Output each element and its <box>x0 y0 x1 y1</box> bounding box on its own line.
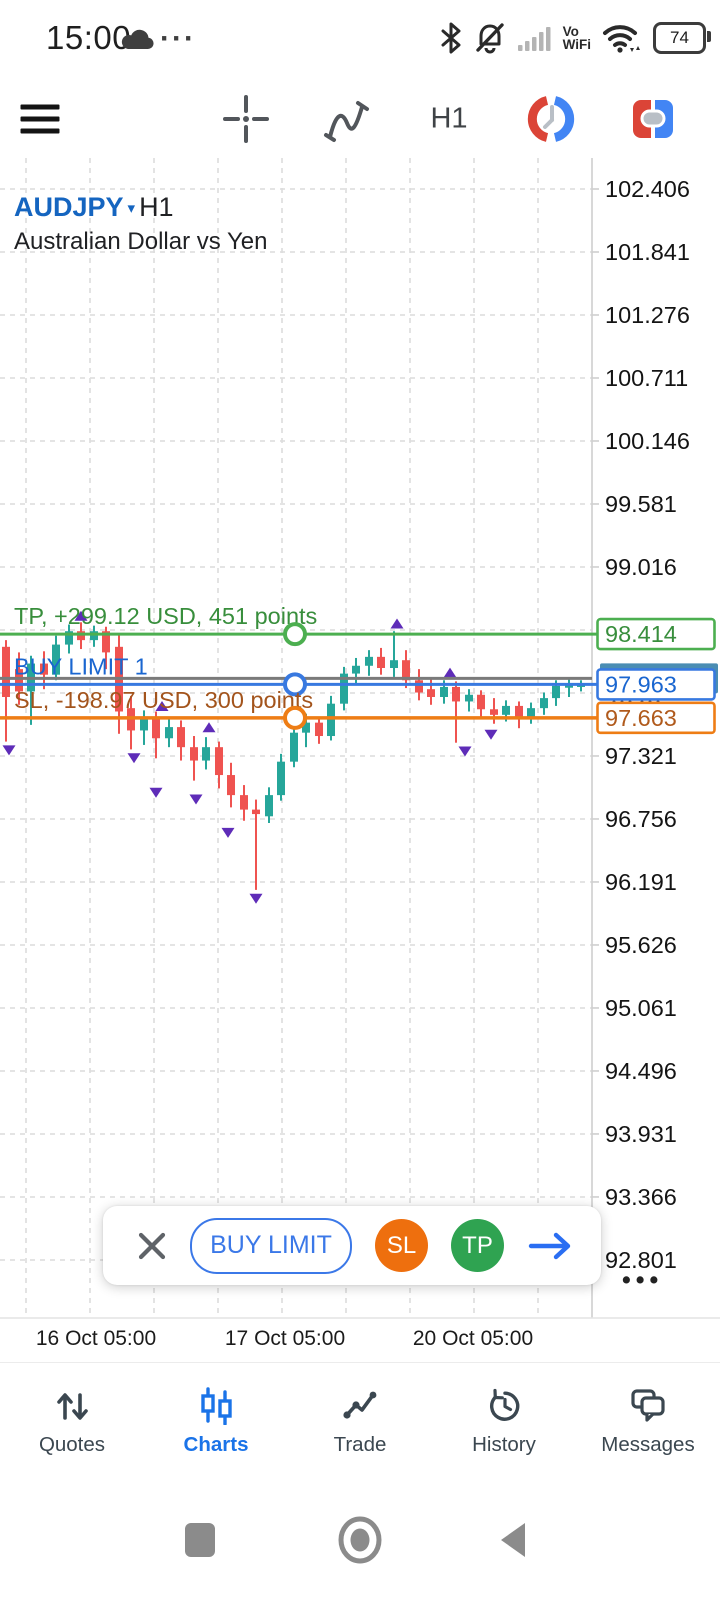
svg-text:96.756: 96.756 <box>605 806 677 832</box>
svg-text:97.663: 97.663 <box>605 705 677 731</box>
svg-text:BUY LIMIT 1: BUY LIMIT 1 <box>14 653 148 679</box>
svg-text:SL, -198.97 USD, 300 points: SL, -198.97 USD, 300 points <box>14 687 313 713</box>
svg-text:99.016: 99.016 <box>605 554 677 580</box>
price-axis-labels: 102.406 101.841 101.276 100.711 100.146 99.58… <box>592 176 690 1273</box>
nav-item-trade[interactable]: Trade <box>288 1363 432 1481</box>
recents-button[interactable] <box>184 1522 216 1558</box>
trade-lines: TP, +299.12 USD, 451 points BUY LIMIT 1 SL… <box>0 603 599 730</box>
indicators-button[interactable] <box>320 93 372 145</box>
android-navigation-bar <box>0 1480 720 1600</box>
svg-text:97.963: 97.963 <box>605 671 677 697</box>
crosshair-button[interactable] <box>221 94 271 144</box>
sl-handle <box>283 705 307 730</box>
cell-signal-icon <box>517 27 551 51</box>
symbol-name: AUDJPY <box>14 192 124 222</box>
clock-time: 15:00 <box>46 19 132 56</box>
objects-clock-button[interactable] <box>526 94 576 144</box>
nav-item-history[interactable]: History <box>432 1363 576 1481</box>
tp-button[interactable]: TP <box>451 1219 504 1272</box>
bluetooth-icon <box>441 22 461 54</box>
notification-overflow-dots: ··· <box>160 22 196 55</box>
svg-text:TP, +299.12 USD, 451 points: TP, +299.12 USD, 451 points <box>14 603 317 629</box>
chart-timeframe: H1 <box>139 192 174 222</box>
chart-header: AUDJPY ▾ H1 Australian Dollar vs Yen <box>14 192 267 256</box>
messages-icon <box>631 1389 665 1422</box>
confirm-arrow-button[interactable] <box>527 1231 575 1261</box>
svg-text:93.931: 93.931 <box>605 1121 677 1147</box>
svg-text:102.406: 102.406 <box>605 176 690 202</box>
svg-text:95.626: 95.626 <box>605 932 677 958</box>
vowifi-indicator: Vo WiFi <box>562 24 591 52</box>
menu-button[interactable] <box>20 104 60 134</box>
sl-button[interactable]: SL <box>375 1219 428 1272</box>
chart-canvas[interactable]: 102.406 101.841 101.276 100.711 100.146 99.58… <box>0 158 720 1358</box>
nav-item-messages[interactable]: Messages <box>576 1363 720 1481</box>
history-icon <box>490 1388 520 1421</box>
svg-text:92.801: 92.801 <box>605 1247 677 1273</box>
charts-icon <box>201 1387 232 1425</box>
battery-indicator: 74 <box>653 22 711 54</box>
bottom-navigation: Quotes Charts Trade History Mess <box>0 1362 720 1481</box>
svg-text:99.581: 99.581 <box>605 491 677 517</box>
fractal-markers <box>2 610 498 904</box>
svg-text:100.711: 100.711 <box>605 365 688 391</box>
svg-text:95.061: 95.061 <box>605 995 677 1021</box>
notifications-muted-icon <box>475 23 504 54</box>
svg-text:16 Oct 05:00: 16 Oct 05:00 <box>36 1327 156 1350</box>
chevron-down-icon: ▾ <box>127 200 136 217</box>
trade-icon <box>343 1391 377 1419</box>
nav-item-charts[interactable]: Charts <box>144 1363 288 1481</box>
symbol-description: Australian Dollar vs Yen <box>14 228 268 255</box>
window-layout-button[interactable] <box>628 94 678 144</box>
back-button[interactable] <box>498 1521 528 1559</box>
buy-limit-button[interactable]: BUY LIMIT <box>190 1217 352 1274</box>
quotes-icon <box>57 1393 88 1420</box>
svg-text:20 Oct 05:00: 20 Oct 05:00 <box>413 1327 533 1350</box>
symbol-selector[interactable]: AUDJPY ▾ H1 <box>14 192 267 223</box>
nav-item-quotes[interactable]: Quotes <box>0 1363 144 1481</box>
axis-price-badges: 98.414 97.963 97.663 <box>596 617 718 735</box>
home-button[interactable] <box>337 1516 383 1564</box>
close-icon[interactable] <box>137 1231 167 1261</box>
order-handle <box>283 672 307 697</box>
weather-cloud-icon <box>121 29 154 50</box>
svg-text:97.321: 97.321 <box>605 743 677 769</box>
time-axis-labels: 16 Oct 05:00 17 Oct 05:00 20 Oct 05:00 <box>36 1327 533 1350</box>
order-panel: BUY LIMIT SL TP <box>103 1206 601 1285</box>
timeframe-button[interactable]: H1 <box>430 102 468 135</box>
tp-handle <box>283 622 307 647</box>
chart-toolbar: H1 <box>0 76 720 162</box>
svg-text:94.496: 94.496 <box>605 1058 677 1084</box>
svg-text:17 Oct 05:00: 17 Oct 05:00 <box>225 1327 345 1350</box>
svg-text:93.366: 93.366 <box>605 1184 677 1210</box>
svg-text:96.191: 96.191 <box>605 869 677 895</box>
svg-text:101.276: 101.276 <box>605 302 690 328</box>
wifi-icon <box>603 25 640 53</box>
svg-text:101.841: 101.841 <box>605 239 690 265</box>
svg-text:100.146: 100.146 <box>605 428 690 454</box>
svg-text:98.414: 98.414 <box>605 621 677 647</box>
status-bar: 15:00 ··· Vo WiFi <box>0 0 720 76</box>
price-axis-more-button[interactable]: ••• <box>622 1266 664 1294</box>
